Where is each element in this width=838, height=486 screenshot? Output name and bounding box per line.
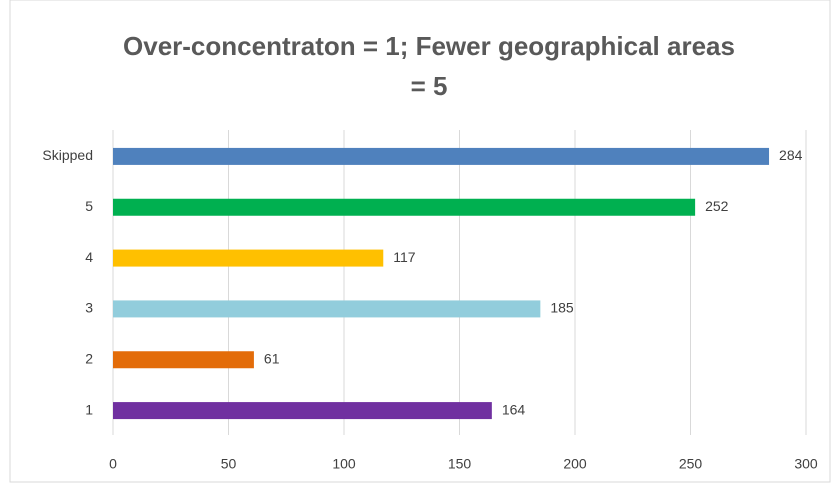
bar <box>113 147 770 165</box>
bar <box>113 249 384 267</box>
x-tick-label: 150 <box>448 456 472 472</box>
y-tick-label: 2 <box>85 350 93 366</box>
x-tick-label: 300 <box>794 456 818 472</box>
x-tick-label: 0 <box>109 456 117 472</box>
data-label: 284 <box>779 147 803 163</box>
data-label: 185 <box>550 300 574 316</box>
data-label: 61 <box>264 350 280 366</box>
data-label: 117 <box>393 249 416 265</box>
y-tick-label: 3 <box>85 300 93 316</box>
x-tick-label: 100 <box>332 456 356 472</box>
x-tick-label: 50 <box>221 456 237 472</box>
x-tick-label: 200 <box>563 456 587 472</box>
data-label: 252 <box>705 198 729 214</box>
data-label: 164 <box>502 401 526 417</box>
y-tick-label: 4 <box>85 249 93 265</box>
y-tick-label: Skipped <box>42 147 93 163</box>
bar <box>113 402 492 420</box>
chart-title: Over-concentraton = 1; Fewer geographica… <box>123 31 735 101</box>
y-tick-label: 1 <box>85 401 93 417</box>
bar <box>113 300 541 318</box>
chart-border <box>9 0 831 483</box>
x-tick-label: 250 <box>679 456 703 472</box>
y-tick-label: 5 <box>85 198 93 214</box>
bar <box>113 198 696 216</box>
bar <box>113 351 254 369</box>
